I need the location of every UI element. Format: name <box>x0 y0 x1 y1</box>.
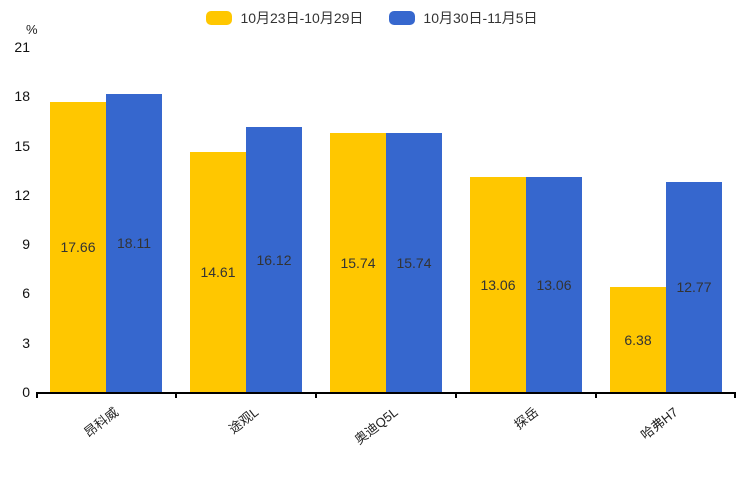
bar-value-label: 17.66 <box>60 238 96 255</box>
y-axis-tick-label: 12 <box>14 186 30 203</box>
bar-value-label: 13.06 <box>536 276 572 293</box>
y-axis-tick-label: 9 <box>22 236 30 253</box>
legend-swatch-icon <box>206 11 233 25</box>
bar-昂科威-series-1: 18.11 <box>106 94 162 392</box>
bar-value-label: 6.38 <box>624 331 652 348</box>
bar-value-label: 15.74 <box>396 254 432 271</box>
x-axis-category-label: 奥迪Q5L <box>351 404 402 448</box>
x-axis-tick-mark <box>315 392 317 398</box>
legend-item-1[interactable]: 10月30日-11月5日 <box>389 8 538 28</box>
bar-探岳-series-1: 13.06 <box>526 177 582 392</box>
legend-swatch-icon <box>389 11 416 25</box>
x-axis-category-label: 哈弗H7 <box>638 404 682 443</box>
bar-value-label: 14.61 <box>200 263 236 280</box>
legend-item-0[interactable]: 10月23日-10月29日 <box>206 8 363 28</box>
bar-哈弗H7-series-0: 6.38 <box>610 287 666 392</box>
legend: 10月23日-10月29日 10月30日-11月5日 <box>0 8 744 28</box>
y-axis-unit-label: % <box>26 22 38 37</box>
x-axis-tick-mark <box>455 392 457 398</box>
bar-value-label: 18.11 <box>117 235 151 252</box>
bar-value-label: 13.06 <box>480 276 516 293</box>
x-axis-category-label: 探岳 <box>511 404 542 433</box>
bar-途观L-series-1: 16.12 <box>246 127 302 392</box>
bar-哈弗H7-series-1: 12.77 <box>666 182 722 392</box>
y-axis-tick-label: 15 <box>14 137 30 154</box>
bar-value-label: 15.74 <box>340 254 376 271</box>
x-axis-tick-mark <box>734 392 736 398</box>
bar-奥迪Q5L-series-0: 15.74 <box>330 133 386 392</box>
y-axis-tick-label: 3 <box>22 334 30 351</box>
y-axis-tick-label: 0 <box>22 384 30 400</box>
bar-探岳-series-0: 13.06 <box>470 177 526 392</box>
bar-奥迪Q5L-series-1: 15.74 <box>386 133 442 392</box>
x-axis-category-label: 昂科威 <box>81 404 122 441</box>
legend-label: 10月23日-10月29日 <box>240 10 364 26</box>
y-axis-tick-label: 6 <box>22 285 30 302</box>
y-axis-tick-label: 18 <box>14 88 30 105</box>
plot-area: 0 3 6 9 12 15 18 21 17.66 18.11 昂科威 14.61 16.12 途观L 15… <box>14 39 736 447</box>
x-axis-category-label: 途观L <box>225 404 262 437</box>
x-axis-tick-mark <box>175 392 177 398</box>
bar-昂科威-series-0: 17.66 <box>50 101 106 392</box>
bar-途观L-series-0: 14.61 <box>190 151 246 392</box>
x-axis-tick-mark <box>36 392 38 398</box>
legend-label: 10月30日-11月5日 <box>423 10 538 26</box>
bar-value-label: 16.12 <box>256 251 292 268</box>
y-axis-tick-label: 21 <box>14 39 30 55</box>
x-axis-tick-mark <box>595 392 597 398</box>
bar-value-label: 12.77 <box>676 279 712 296</box>
